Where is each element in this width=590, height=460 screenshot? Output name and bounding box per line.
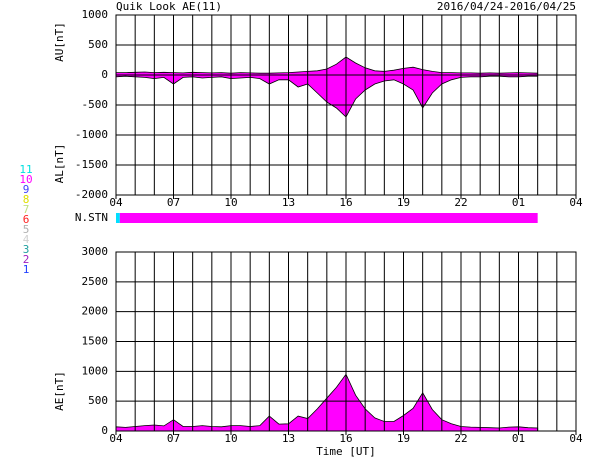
y-tick-label: -2000 <box>75 188 108 201</box>
y-tick-label: 1000 <box>82 364 109 377</box>
station-label: 9 <box>23 183 30 196</box>
station-label: 11 <box>19 163 32 176</box>
station-label: 5 <box>23 223 30 236</box>
x-tick-label: 01 <box>512 196 525 209</box>
x-tick-label: 10 <box>224 432 237 445</box>
y-tick-label: -1500 <box>75 158 108 171</box>
station-label: 6 <box>23 213 30 226</box>
x-tick-label: 16 <box>339 196 352 209</box>
x-tick-label: 01 <box>512 432 525 445</box>
station-label: 7 <box>23 203 30 216</box>
station-label: 2 <box>23 253 30 266</box>
y-tick-label: 500 <box>88 394 108 407</box>
y-tick-label: 0 <box>101 68 108 81</box>
chart-title: Quik Look AE(11) <box>116 0 222 13</box>
x-tick-label: 19 <box>397 196 410 209</box>
x-tick-label: 04 <box>569 432 583 445</box>
station-label: 1 <box>23 263 30 276</box>
x-tick-label: 19 <box>397 432 410 445</box>
y-tick-label: -500 <box>82 98 109 111</box>
x-tick-label: 04 <box>109 432 123 445</box>
y-tick-label: 3000 <box>82 245 109 258</box>
y-tick-label: 1000 <box>82 8 109 21</box>
x-tick-label: 10 <box>224 196 237 209</box>
x-tick-label: 07 <box>167 196 180 209</box>
y-axis-label: AL[nT] <box>53 144 66 184</box>
date-range: 2016/04/24-2016/04/25 <box>437 0 576 13</box>
plot-frame <box>115 251 577 432</box>
x-tick-label: 04 <box>569 196 583 209</box>
y-axis-label: AE[nT] <box>53 371 66 411</box>
x-tick-label: 07 <box>167 432 180 445</box>
x-tick-label: 13 <box>282 432 295 445</box>
n-stn-segment <box>116 213 120 223</box>
n-stn-label: N.STN <box>75 211 108 224</box>
station-label: 10 <box>19 173 32 186</box>
plot-frame <box>115 14 577 196</box>
x-tick-label: 22 <box>454 196 467 209</box>
x-tick-label: 22 <box>454 432 467 445</box>
n-stn-segment <box>119 213 538 223</box>
y-tick-label: 0 <box>101 424 108 437</box>
y-tick-label: 2500 <box>82 275 109 288</box>
station-label: 8 <box>23 193 30 206</box>
y-tick-label: 1500 <box>82 335 109 348</box>
station-label: 3 <box>23 243 30 256</box>
x-axis-label: Time [UT] <box>316 445 376 458</box>
station-label: 4 <box>23 233 30 246</box>
x-tick-label: 16 <box>339 432 352 445</box>
y-tick-label: 500 <box>88 38 108 51</box>
x-tick-label: 13 <box>282 196 295 209</box>
y-tick-label: 2000 <box>82 305 109 318</box>
x-tick-label: 04 <box>109 196 123 209</box>
y-axis-label: AU[nT] <box>53 22 66 62</box>
y-tick-label: -1000 <box>75 128 108 141</box>
